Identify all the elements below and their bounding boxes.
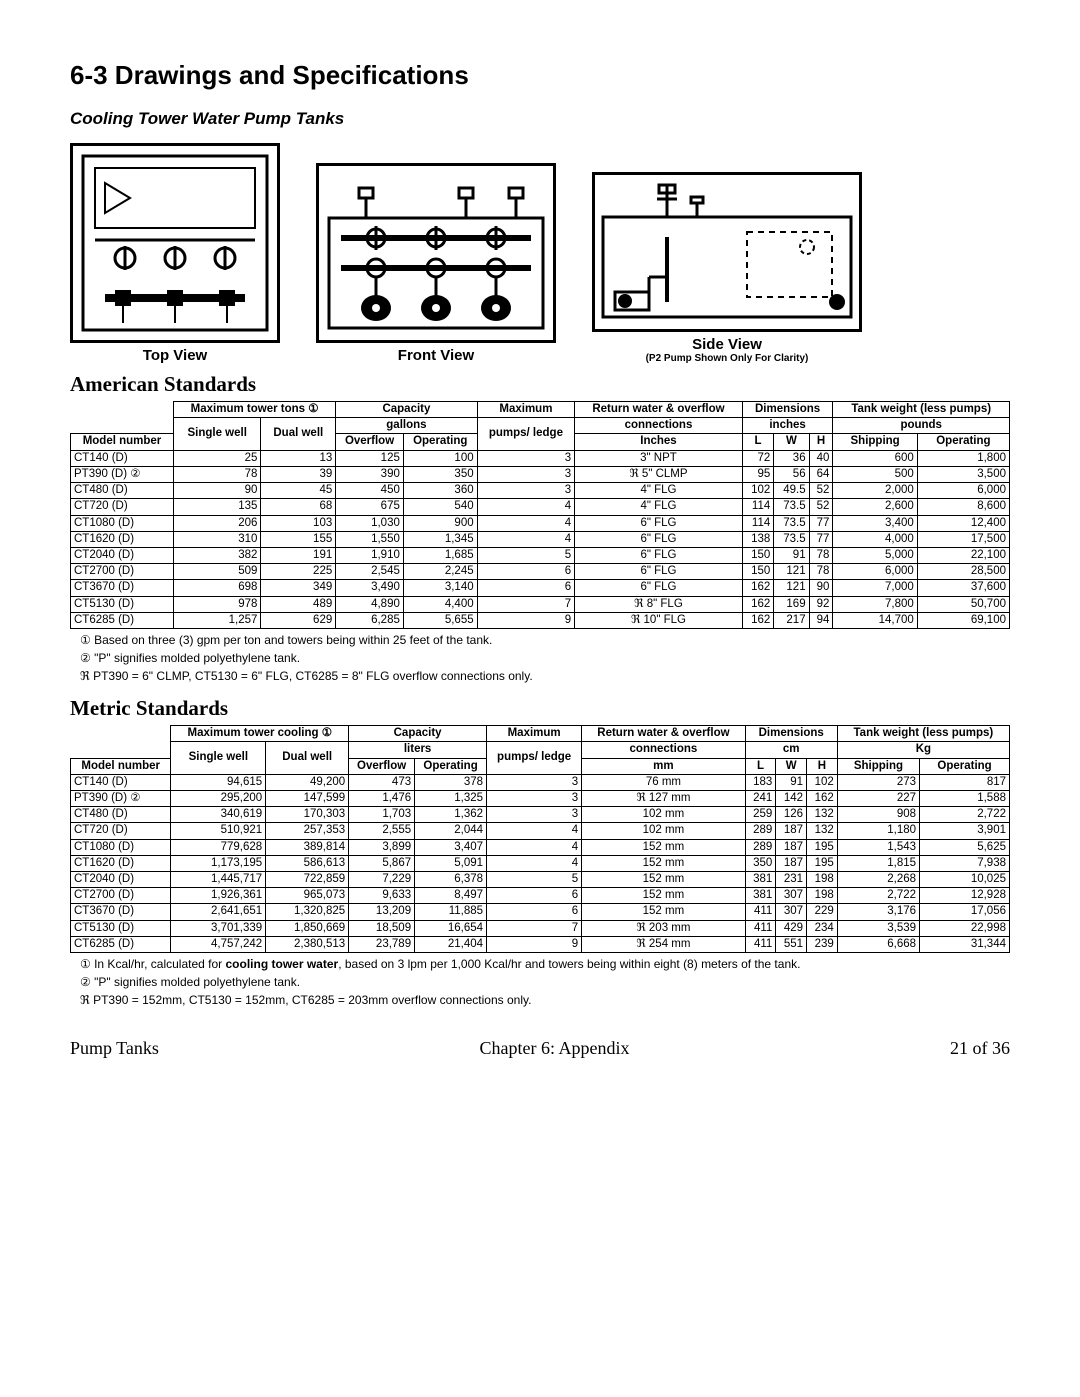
table-row: PT390 (D) ②295,200147,5991,4761,3253ℜ 12…: [71, 790, 1010, 806]
table-row: CT1620 (D)3101551,5501,34546" FLG13873.5…: [71, 531, 1010, 547]
table-row: CT2040 (D)1,445,717722,8597,2296,3785152…: [71, 872, 1010, 888]
table-row: CT2700 (D)5092252,5452,24566" FLG1501217…: [71, 564, 1010, 580]
side-view-sublabel: (P2 Pump Shown Only For Clarity): [592, 353, 862, 364]
table-row: CT720 (D)1356867554044" FLG11473.5522,60…: [71, 499, 1010, 515]
footer-center: Chapter 6: Appendix: [479, 1038, 629, 1059]
note-line: ℜ PT390 = 6" CLMP, CT5130 = 6" FLG, CT62…: [80, 669, 1010, 684]
side-view-label: Side View: [592, 336, 862, 353]
front-view-drawing: [316, 163, 556, 343]
page-footer: Pump Tanks Chapter 6: Appendix 21 of 36: [70, 1038, 1010, 1059]
table-row: CT5130 (D)3,701,3391,850,66918,50916,654…: [71, 920, 1010, 936]
us-table: Maximum tower tons ① Capacity Maximum Re…: [70, 401, 1010, 629]
table-row: PT390 (D) ②78393903503ℜ 5" CLMP955664500…: [71, 466, 1010, 482]
table-row: CT3670 (D)2,641,6511,320,82513,20911,885…: [71, 904, 1010, 920]
note-line: ② "P" signifies molded polyethylene tank…: [80, 975, 1010, 990]
page-subtitle: Cooling Tower Water Pump Tanks: [70, 109, 1010, 129]
view-top: Top View: [70, 143, 280, 364]
footer-left: Pump Tanks: [70, 1038, 159, 1059]
note-line: ① In Kcal/hr, calculated for cooling tow…: [80, 957, 1010, 972]
page-heading: 6-3 Drawings and Specifications: [70, 60, 1010, 91]
top-view-drawing: [70, 143, 280, 343]
table-row: CT1080 (D)779,628389,8143,8993,4074152 m…: [71, 839, 1010, 855]
view-front: Front View: [316, 163, 556, 364]
view-side: Side View (P2 Pump Shown Only For Clarit…: [592, 172, 862, 364]
note-line: ℜ PT390 = 152mm, CT5130 = 152mm, CT6285 …: [80, 993, 1010, 1008]
top-view-label: Top View: [70, 347, 280, 364]
section-american: American Standards: [70, 372, 1010, 397]
views-row: Top View: [70, 143, 1010, 364]
table-row: CT720 (D)510,921257,3532,5552,0444102 mm…: [71, 823, 1010, 839]
us-notes: ① Based on three (3) gpm per ton and tow…: [80, 633, 1010, 684]
table-row: CT6285 (D)4,757,2422,380,51323,78921,404…: [71, 936, 1010, 952]
table-row: CT2040 (D)3821911,9101,68556" FLG1509178…: [71, 547, 1010, 563]
metric-table: Maximum tower cooling ① Capacity Maximum…: [70, 725, 1010, 953]
note-line: ① Based on three (3) gpm per ton and tow…: [80, 633, 1010, 648]
table-row: CT6285 (D)1,2576296,2855,6559ℜ 10" FLG16…: [71, 612, 1010, 628]
table-row: CT480 (D)904545036034" FLG10249.5522,000…: [71, 483, 1010, 499]
side-view-drawing: [592, 172, 862, 332]
metric-notes: ① In Kcal/hr, calculated for cooling tow…: [80, 957, 1010, 1008]
table-row: CT480 (D)340,619170,3031,7031,3623102 mm…: [71, 807, 1010, 823]
section-metric: Metric Standards: [70, 696, 1010, 721]
note-line: ② "P" signifies molded polyethylene tank…: [80, 651, 1010, 666]
table-row: CT1080 (D)2061031,03090046" FLG11473.577…: [71, 515, 1010, 531]
front-view-label: Front View: [316, 347, 556, 364]
footer-right: 21 of 36: [950, 1038, 1010, 1059]
table-row: CT140 (D)94,61549,200473378376 mm1839110…: [71, 774, 1010, 790]
table-row: CT2700 (D)1,926,361965,0739,6338,4976152…: [71, 888, 1010, 904]
table-row: CT3670 (D)6983493,4903,14066" FLG1621219…: [71, 580, 1010, 596]
table-row: CT1620 (D)1,173,195586,6135,8675,0914152…: [71, 855, 1010, 871]
table-row: CT140 (D)251312510033" NPT7236406001,800: [71, 450, 1010, 466]
table-row: CT5130 (D)9784894,8904,4007ℜ 8" FLG16216…: [71, 596, 1010, 612]
